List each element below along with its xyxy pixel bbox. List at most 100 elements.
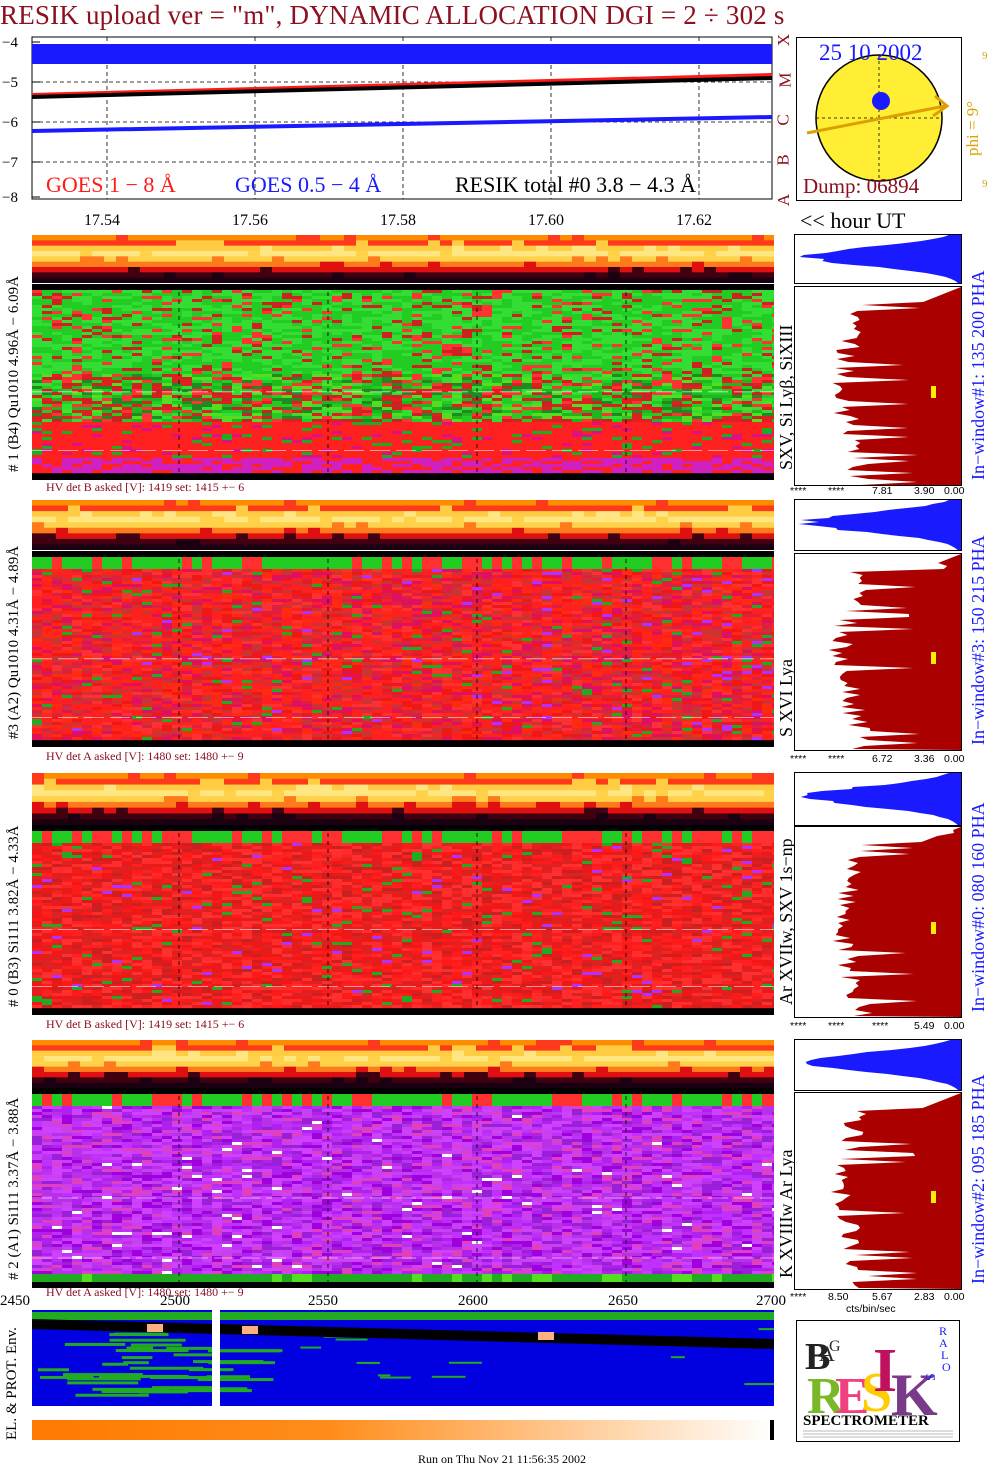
panel-window-label: In−window#3: 150 215 PHA — [968, 535, 989, 745]
panel-spectrogram — [32, 825, 774, 1015]
logo-solar-r: R — [939, 1324, 947, 1338]
panel-spectrogram — [32, 551, 774, 747]
goes-legend-black: RESIK total #0 3.8 − 4.3 Å — [455, 172, 696, 198]
pha-unit-label: cts/bin/sec — [846, 1303, 896, 1315]
panel-hv-text: HV det B asked [V]: 1419 set: 1415 +− 6 — [46, 480, 244, 495]
pha-red-histogram — [794, 826, 962, 1018]
flare-class-letter: C — [774, 114, 794, 125]
logo-caption: SPECTROMETER — [803, 1413, 929, 1429]
panel-left-label: # 2 (A1) Si111 3.37Å − 3.88Å — [6, 1098, 23, 1280]
goes-y-tick: −5 — [2, 75, 18, 91]
logo-letter-s: S — [861, 1362, 892, 1424]
pha-blue-histogram — [794, 499, 962, 551]
panel-left-label: # 0 (B3) Si111 3.82Å − 4.33Å — [6, 825, 23, 1007]
goes-plot: −4 −5 −6 −7 −8 GOES 1 − 8 Å GOES 0.5 − 4 Å R… — [0, 0, 1004, 210]
sun-panel: 25 10 2002 Dump: 06894 — [796, 37, 962, 201]
sun-side-bottom: 9 — [982, 178, 988, 190]
pha-tick: **** — [872, 1020, 888, 1032]
flare-class-letter: B — [774, 154, 794, 165]
sun-dump: Dump: 06894 — [803, 174, 919, 199]
pha-tick: **** — [790, 1291, 806, 1303]
pha-blue-histogram — [794, 772, 962, 826]
page-title: RESIK upload ver = "m", DYNAMIC ALLOCATI… — [0, 0, 1004, 31]
goes-blue-line — [31, 115, 773, 133]
sun-date: 25 10 2002 — [819, 40, 923, 66]
goes-y-tick: −8 — [2, 190, 18, 206]
run-footer: Run on Thu Nov 21 11:56:35 2002 — [0, 1452, 1004, 1467]
pha-red-histogram — [794, 1092, 962, 1290]
pha-tick: 3.90 — [914, 485, 934, 497]
pha-tick: **** — [828, 485, 844, 497]
sun-pointing-dot — [872, 92, 890, 110]
pha-tick: **** — [828, 753, 844, 765]
panel-window-label: In−window#0: 080 160 PHA — [968, 802, 989, 1012]
logo-letter-r: R — [807, 1368, 846, 1425]
time-tick: 17.58 — [380, 212, 416, 230]
pha-tick: 7.81 — [872, 485, 892, 497]
pha-tick: 0.00 — [944, 1291, 964, 1303]
pha-tick: **** — [790, 485, 806, 497]
env-plot — [32, 1310, 774, 1406]
logo-letter-e: E — [835, 1368, 870, 1425]
pha-red-histogram — [794, 286, 962, 486]
time-tick: 17.62 — [676, 212, 712, 230]
sun-orbit-arrow — [806, 104, 946, 135]
resik-total-line — [31, 76, 773, 99]
flare-class-letter: X — [774, 34, 794, 46]
time-tick: 17.54 — [84, 212, 120, 230]
panel-hv-text: HV det B asked [V]: 1419 set: 1415 +− 6 — [46, 1017, 244, 1032]
goes-blue-high-band — [32, 44, 772, 64]
env-gradient-bar — [32, 1420, 774, 1440]
logo-solar-s: S — [924, 1373, 939, 1381]
panel-left-label: # 1 (B4) Qu1010 4.96Å − 6.09Å — [6, 276, 23, 472]
logo-letter-a: A — [819, 1341, 835, 1366]
env-x-tick: 2450 — [0, 1293, 30, 1310]
flare-class-letter: A — [774, 194, 794, 206]
env-x-tick: 2500 — [160, 1293, 190, 1310]
goes-y-tick: −6 — [2, 115, 18, 131]
panel-strip — [32, 500, 774, 550]
pha-red-histogram — [794, 553, 962, 751]
goes-legend-blue: GOES 0.5 − 4 Å — [235, 172, 381, 198]
env-label: EL. & PROT. Env. — [4, 1327, 21, 1440]
panel-spectrogram — [32, 1088, 774, 1288]
pha-blue-histogram — [794, 1039, 962, 1091]
goes-legend-red: GOES 1 − 8 Å — [46, 172, 176, 198]
panel-hv-text: HV det A asked [V]: 1480 set: 1480 +− 9 — [46, 749, 244, 764]
goes-y-tick: −4 — [2, 35, 18, 51]
panel-window-label: In−window#2: 095 185 PHA — [968, 1074, 989, 1284]
logo-solar-l: L — [941, 1348, 948, 1362]
pha-tick: **** — [828, 1020, 844, 1032]
logo-letter-i: I — [873, 1337, 897, 1405]
time-unit-label: << hour UT — [800, 208, 905, 234]
pha-tick: 2.83 — [914, 1291, 934, 1303]
pha-tick: 6.72 — [872, 753, 892, 765]
env-x-tick: 2600 — [458, 1293, 488, 1310]
pha-tick: 8.50 — [828, 1291, 848, 1303]
goes-y-tick: −7 — [2, 155, 18, 171]
sun-side-top: 9 — [982, 50, 988, 62]
pha-tick: **** — [790, 1020, 806, 1032]
pha-tick: 3.36 — [914, 753, 934, 765]
flare-class-letter: M — [776, 72, 796, 87]
logo-letter-k: K — [891, 1362, 938, 1428]
panel-strip — [32, 773, 774, 825]
logo-letter-b: B — [805, 1336, 830, 1378]
pha-tick: 0.00 — [944, 485, 964, 497]
pha-tick: 5.67 — [872, 1291, 892, 1303]
resik-logo: B R E S I K A G S O L A R SPECTROMETER — [796, 1320, 960, 1442]
env-x-tick: 2650 — [608, 1293, 638, 1310]
panel-spectrogram — [32, 284, 774, 480]
panel-strip — [32, 1040, 774, 1088]
pha-tick: 0.00 — [944, 1020, 964, 1032]
logo-letter-g: G — [829, 1338, 841, 1355]
pha-tick: 0.00 — [944, 753, 964, 765]
sun-phi-label: phi = 9° — [963, 101, 983, 156]
env-x-tick: 2550 — [308, 1293, 338, 1310]
goes-red-line — [31, 73, 773, 97]
pha-blue-histogram — [794, 234, 962, 284]
env-x-tick: 2700 — [756, 1293, 786, 1310]
panel-left-label: #3 (A2) Qu1010 4.31Å − 4.89Å — [6, 546, 23, 739]
panel-hv-text: HV det A asked [V]: 1480 set: 1480 +− 9 — [46, 1285, 244, 1300]
panel-strip — [32, 235, 774, 283]
